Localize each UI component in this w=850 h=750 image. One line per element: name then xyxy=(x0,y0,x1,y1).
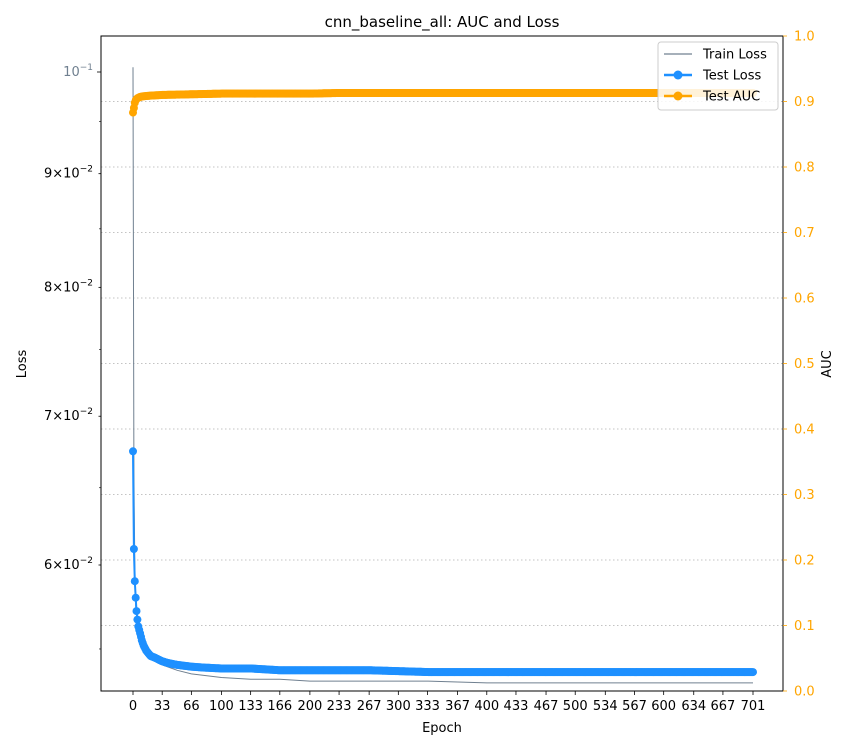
y-axis-left-label: Loss xyxy=(15,350,30,379)
x-tick-label: 166 xyxy=(267,699,292,714)
legend-marker xyxy=(673,70,683,80)
x-tick-label: 634 xyxy=(681,699,706,714)
y-right-tick-label: 0.4 xyxy=(794,423,815,438)
x-tick-label: 701 xyxy=(741,699,766,714)
x-tick-label: 133 xyxy=(238,699,263,714)
data-point xyxy=(133,615,142,624)
x-tick-label: 667 xyxy=(711,699,736,714)
data-point xyxy=(131,593,140,602)
x-axis-label: Epoch xyxy=(422,721,462,736)
x-tick-label: 0 xyxy=(129,699,137,714)
x-tick-label: 600 xyxy=(651,699,676,714)
y-left-tick-label: 9×10−2 xyxy=(44,165,93,182)
y-right-tick-label: 0.7 xyxy=(794,226,815,241)
x-tick-label: 333 xyxy=(415,699,440,714)
data-point xyxy=(129,447,137,456)
x-tick-label: 534 xyxy=(593,699,618,714)
series-line xyxy=(132,67,753,684)
data-point xyxy=(129,545,138,553)
y-right-tick-label: 0.0 xyxy=(794,685,815,700)
legend-item: Test Loss xyxy=(664,69,761,84)
x-tick-label: 367 xyxy=(445,699,470,714)
x-tick-label: 33 xyxy=(154,699,171,714)
x-tick-label: 267 xyxy=(357,699,382,714)
y-axis-right-label: AUC xyxy=(820,350,835,378)
y-right-tick-label: 0.5 xyxy=(794,357,815,372)
x-tick-label: 500 xyxy=(563,699,588,714)
y-left-tick-label: 8×10−2 xyxy=(44,278,93,295)
x-axis: 0 33 66 100 133 166 200 233 267 300 333 367 400 433 46… xyxy=(129,691,766,714)
x-tick-label: 567 xyxy=(622,699,647,714)
data-point xyxy=(132,607,141,616)
y-right-tick-label: 0.2 xyxy=(794,554,815,569)
data-point xyxy=(749,668,757,677)
y-right-tick-label: 0.1 xyxy=(794,619,815,634)
y-left-tick-label: 7×10−2 xyxy=(44,407,93,424)
y-right-tick-label: 0.9 xyxy=(794,95,815,110)
x-tick-label: 300 xyxy=(386,699,411,714)
legend-marker xyxy=(673,91,683,101)
chart-title: cnn_baseline_all: AUC and Loss xyxy=(325,13,560,32)
legend-item: Train Loss xyxy=(664,48,767,63)
data-point xyxy=(130,577,139,586)
grid-lines xyxy=(101,35,783,692)
x-tick-label: 400 xyxy=(474,699,499,714)
legend-box xyxy=(657,41,779,111)
x-tick-label: 467 xyxy=(534,699,559,714)
x-tick-label: 200 xyxy=(297,699,322,714)
y-left-tick-label: 10−1 xyxy=(63,63,93,80)
legend-label: Test Loss xyxy=(702,69,761,84)
series-test-loss xyxy=(129,447,757,677)
y-right-tick-label: 0.3 xyxy=(794,488,815,503)
y-axis-right: 0.0 0.1 0.2 0.3 0.4 0.5 0.6 0.7 0.8 0.9 1.0 xyxy=(783,30,815,700)
legend: Train Loss Test Loss Test AUC xyxy=(657,41,779,111)
y-right-tick-label: 1.0 xyxy=(794,30,815,45)
x-tick-label: 66 xyxy=(183,699,200,714)
legend-label: Test AUC xyxy=(702,90,760,105)
y-right-tick-label: 0.8 xyxy=(794,161,815,176)
x-tick-label: 100 xyxy=(209,699,234,714)
x-tick-label: 433 xyxy=(504,699,529,714)
series-test-auc xyxy=(129,89,757,117)
y-left-tick-label: 6×10−2 xyxy=(44,556,93,573)
series-line xyxy=(132,451,753,674)
y-right-tick-label: 0.6 xyxy=(794,292,815,307)
series-layer xyxy=(129,67,757,684)
x-tick-label: 233 xyxy=(327,699,352,714)
series-train-loss xyxy=(132,67,753,684)
legend-label: Train Loss xyxy=(702,48,767,63)
legend-item: Test AUC xyxy=(664,90,760,105)
y-axis-left: 6×10−2 7×10−2 8×10−2 9×10−2 10−1 xyxy=(44,63,101,650)
